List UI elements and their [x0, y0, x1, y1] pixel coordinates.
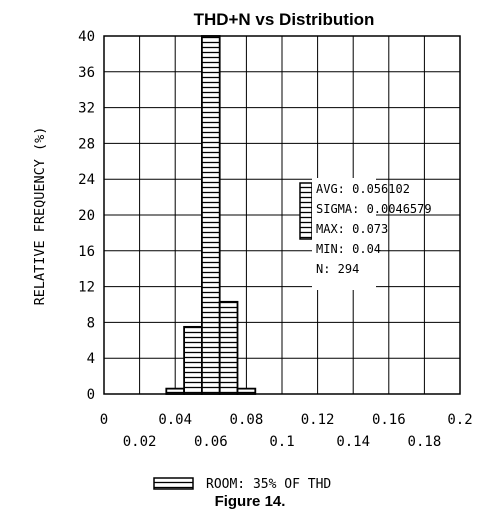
stat-avg: AVG: 0.056102 — [316, 182, 410, 196]
legend: ROOM: 35% OF THD — [153, 477, 331, 492]
y-tick-label: 12 — [78, 280, 95, 296]
y-tick-label: 28 — [78, 136, 95, 152]
x-tick-label: 0.18 — [408, 434, 442, 450]
x-tick-label: 0.06 — [194, 434, 228, 450]
y-tick-label: 20 — [78, 208, 95, 224]
x-tick-label: 0 — [100, 412, 108, 428]
stats-swatch — [299, 182, 313, 240]
x-tick-label: 0.16 — [372, 412, 406, 428]
histogram-bar — [165, 387, 186, 395]
x-tick-label: 0.14 — [336, 434, 370, 450]
histogram-bars — [165, 35, 257, 395]
histogram-bar — [218, 300, 239, 395]
plot-frame — [103, 35, 461, 395]
x-tick-label: 0.08 — [230, 412, 264, 428]
x-tick-label: 0.12 — [301, 412, 335, 428]
y-tick-label: 8 — [87, 315, 95, 331]
stat-max: MAX: 0.073 — [316, 222, 388, 236]
x-tick-label: 0.04 — [158, 412, 192, 428]
y-axis-title: RELATIVE FREQUENCY (%) — [32, 127, 48, 306]
y-tick-label: 32 — [78, 101, 95, 117]
histogram-bar — [236, 387, 257, 395]
legend-swatch — [153, 477, 194, 490]
y-tick-label: 0 — [87, 387, 95, 403]
x-tick-label: 0.2 — [447, 412, 472, 428]
y-tick-label: 16 — [78, 244, 95, 260]
statistics-box: AVG: 0.056102 SIGMA: 0.0046579 MAX: 0.07… — [299, 178, 432, 290]
y-tick-label: 40 — [78, 29, 95, 45]
plot-border — [103, 35, 461, 395]
histogram-bar — [200, 35, 221, 395]
x-tick-labels: 0 0.04 0.08 0.12 0.16 0.2 0.02 0.06 0.1 0.14 0.18 — [100, 412, 473, 450]
stat-min: MIN: 0.04 — [316, 242, 381, 256]
x-tick-label: 0.02 — [123, 434, 157, 450]
y-tick-labels: 0 4 8 12 16 20 24 28 32 36 40 — [78, 29, 95, 403]
y-tick-label: 4 — [87, 351, 95, 367]
stat-sigma: SIGMA: 0.0046579 — [316, 202, 432, 216]
stat-n: N: 294 — [316, 262, 359, 276]
figure-caption: Figure 14. — [215, 493, 286, 510]
x-tick-label: 0.1 — [269, 434, 294, 450]
histogram-bar — [183, 325, 203, 395]
y-tick-label: 24 — [78, 172, 95, 188]
chart-title: THD+N vs Distribution — [194, 10, 375, 29]
y-tick-label: 36 — [78, 65, 95, 81]
stats-background — [312, 178, 376, 290]
legend-label: ROOM: 35% OF THD — [206, 477, 331, 492]
